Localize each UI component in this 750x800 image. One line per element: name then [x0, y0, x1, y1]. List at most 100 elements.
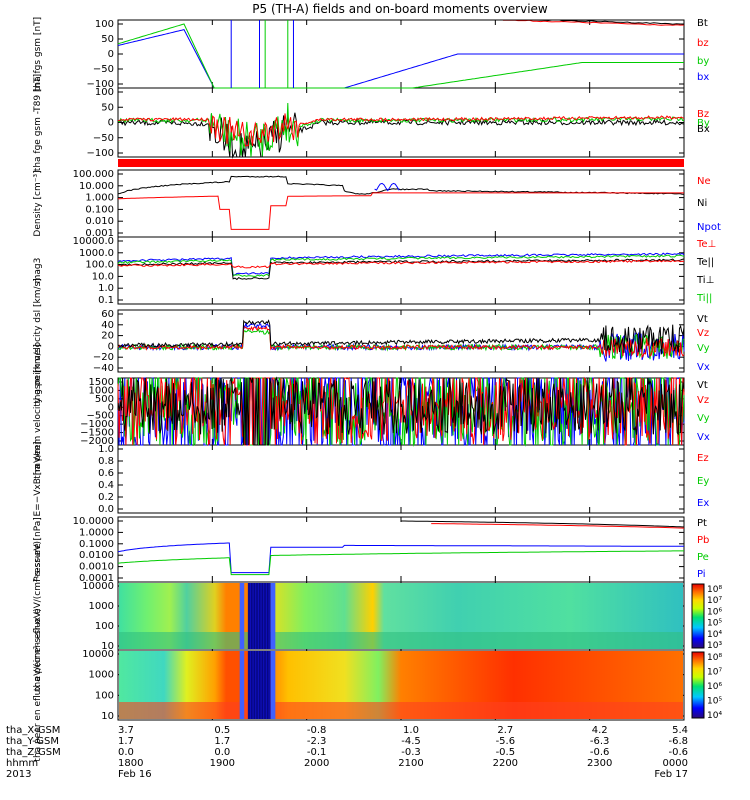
y-axis-label: tha peir en eflux eV/(cm²-s-sr-eV)	[33, 541, 43, 691]
y-axis-label: E=−VxB [mV/m]	[33, 441, 43, 516]
y-tick-label: 1500	[89, 377, 114, 388]
series-vt	[117, 376, 685, 446]
footer-value: -0.5	[496, 747, 516, 758]
y-tick-label: 1.0	[98, 444, 114, 455]
legend-vy: Vy	[697, 413, 710, 424]
y-tick-label: −50	[93, 133, 114, 144]
footer-row-label: tha_Y-GSM	[6, 736, 59, 747]
series-vz	[117, 376, 685, 446]
legend-te: Te⊥	[696, 239, 716, 250]
y-tick-label: 1000.0	[79, 248, 114, 259]
footer-value: 1.7	[214, 736, 230, 747]
footer-value: -5.6	[496, 736, 516, 747]
y-tick-label: 10.000	[79, 181, 114, 192]
legend-vz: Vz	[697, 395, 709, 406]
spectrogram-edge	[239, 651, 245, 719]
panel-frame	[117, 444, 685, 514]
footer-value: 0.0	[118, 747, 134, 758]
series-vy	[117, 328, 685, 360]
footer-value: 2300	[587, 758, 612, 769]
y-axis-label: tha peer en eflux eV/(cm²-s-sr-eV)	[33, 608, 43, 761]
footer-value: -0.6	[590, 747, 610, 758]
colorbar-tick: 10⁴	[707, 711, 722, 721]
y-tick-label: 0	[108, 118, 114, 129]
y-tick-label: 10000.0	[73, 236, 114, 247]
y-tick-label: −1500	[80, 428, 114, 439]
series-vz	[117, 325, 685, 359]
y-tick-label: 0.1	[98, 295, 114, 306]
series-by	[117, 102, 685, 158]
footer-value: -4.5	[401, 736, 421, 747]
legend-vy: Vy	[697, 343, 710, 354]
y-tick-label: 1000	[89, 385, 114, 396]
legend-bz: Bz	[697, 109, 709, 120]
series-bz	[117, 113, 685, 147]
series-pe	[117, 550, 684, 576]
y-tick-label: 1.000	[85, 193, 114, 204]
y-tick-label: 40	[101, 320, 114, 331]
legend-pi: Pi	[697, 569, 706, 580]
colorbar-rect	[691, 583, 705, 649]
footer-value: Feb 16	[118, 769, 152, 780]
y-tick-label: 0.1000	[79, 539, 114, 550]
legend-ey: Ey	[697, 476, 709, 487]
y-tick-label: 10	[101, 711, 114, 722]
colorbar-2: 10⁸ 10⁷ 10⁶ 10⁵ 10⁴	[691, 651, 722, 721]
y-tick-label: 50	[101, 102, 114, 113]
y-axis-label: mag3	[33, 258, 43, 284]
y-tick-label: 0.2	[98, 492, 114, 503]
footer-value: 1.0	[403, 725, 419, 736]
footer-value: -0.3	[401, 747, 421, 758]
colorbar-rect	[691, 651, 705, 719]
legend-bx: bx	[697, 72, 709, 83]
legend-pt: Pt	[697, 518, 707, 529]
y-tick-label: 10000	[82, 649, 114, 660]
footer-value: 2100	[398, 758, 423, 769]
colorbar-tick: 10⁷	[707, 596, 722, 606]
y-axis-label: tha fgs gsm [nT]	[33, 17, 43, 91]
series-ni	[117, 175, 685, 195]
y-tick-label: 0.0	[98, 504, 114, 515]
footer-row-label: 2013	[6, 769, 31, 780]
legend-ni: Ni	[697, 198, 707, 209]
series-ne	[118, 192, 684, 230]
footer-value: 0.5	[214, 725, 230, 736]
spectrogram-edge	[270, 651, 276, 719]
legend-bz: bz	[697, 38, 709, 49]
series-bz	[502, 19, 685, 26]
y-tick-label: 1000	[89, 670, 114, 681]
series-bx	[117, 29, 684, 89]
legend-vx: Vx	[697, 362, 710, 373]
colorbar-tick: 10⁸	[707, 653, 722, 663]
series-npot	[374, 182, 400, 192]
legend-vt: Vt	[697, 314, 708, 325]
spectrogram-edge	[239, 583, 245, 649]
footer-value: 2.7	[497, 725, 513, 736]
y-tick-label: 0.0100	[79, 550, 114, 561]
colorbar-tick: 10⁸	[707, 585, 722, 595]
y-tick-label: 0.010	[85, 216, 114, 227]
series-by	[117, 23, 684, 89]
y-tick-label: 10000	[82, 581, 114, 592]
y-tick-label: 0.0010	[79, 562, 114, 573]
footer-value: 0.0	[214, 747, 230, 758]
y-tick-label: 1000	[89, 601, 114, 612]
panel-frame	[117, 236, 685, 305]
y-tick-label: −1000	[80, 419, 114, 430]
y-tick-label: 100	[95, 690, 114, 701]
legend-ex: Ex	[697, 498, 709, 509]
legend-vz: Vz	[697, 328, 709, 339]
legend-te: Te||	[696, 257, 714, 268]
spectrogram-edge	[270, 583, 276, 649]
y-tick-label: 100.000	[73, 169, 114, 180]
y-tick-label: 10.0000	[73, 516, 114, 527]
series-vt	[117, 319, 685, 355]
figure-title: P5 (TH-A) fields and on-board moments ov…	[252, 2, 548, 16]
y-axis-label: tha peem velocity gsm [km/s]	[33, 344, 43, 479]
legend-bx: Bx	[697, 124, 710, 135]
footer-value: -0.1	[307, 747, 327, 758]
y-tick-label: 0.4	[98, 480, 114, 491]
y-tick-label: −40	[93, 363, 114, 374]
